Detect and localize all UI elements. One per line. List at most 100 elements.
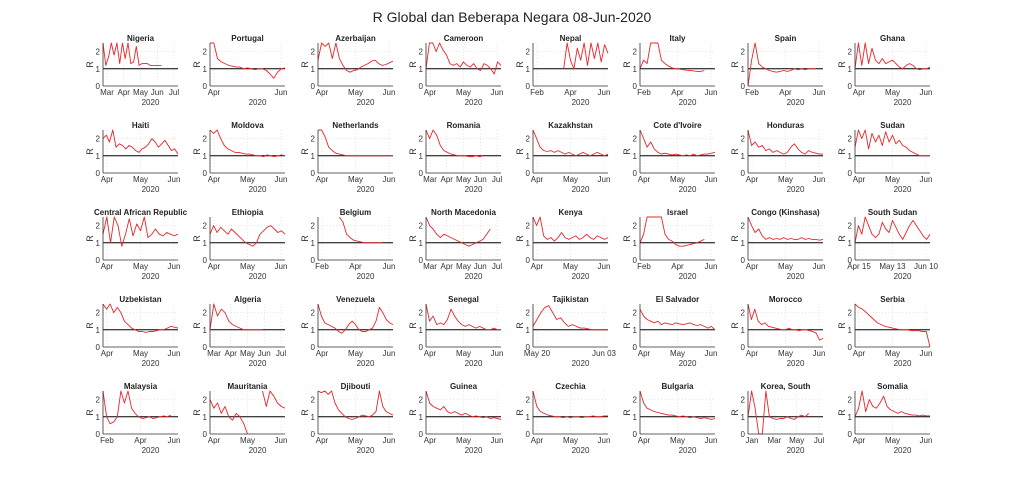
x-tick-label: Jun (151, 88, 164, 97)
y-axis-label: R (837, 409, 847, 416)
subplot-title: Nepal (560, 34, 582, 43)
y-tick-label: 1 (96, 239, 101, 248)
y-tick-label: 0 (419, 82, 424, 91)
y-axis-label: R (408, 61, 418, 68)
x-tick-label: May (348, 88, 363, 97)
x-tick-label: Apr (101, 175, 114, 184)
year-label: 2020 (465, 98, 483, 107)
x-tick-label: Apr (853, 349, 866, 358)
y-tick-label: 1 (741, 65, 746, 74)
y-tick-label: 2 (848, 135, 853, 144)
x-tick-label: Jun (705, 436, 718, 445)
subplot-title: Czechia (555, 382, 586, 391)
y-axis-label: R (622, 322, 632, 329)
subplot: 0 1 2 Apr May Jun 2020 R Kenya (515, 208, 610, 281)
y-tick-label: 2 (96, 222, 101, 231)
series-line (747, 216, 824, 241)
subplot-title: Nigeria (127, 34, 155, 43)
y-axis-label: R (730, 322, 740, 329)
x-tick-label: Jun (168, 436, 181, 445)
y-tick-label: 0 (633, 82, 638, 91)
subplot-title: Portugal (231, 34, 263, 43)
x-tick-label: Jun (920, 349, 933, 358)
x-tick-label: May (456, 88, 471, 97)
x-tick-label: Apr (671, 88, 684, 97)
x-tick-label: Jun (920, 436, 933, 445)
x-tick-label: Jul (492, 262, 502, 271)
year-label: 2020 (249, 272, 267, 281)
y-tick-label: 1 (848, 65, 853, 74)
subplot: 0 1 2 Apr May Jun 2020 R Netherlands (300, 121, 395, 194)
y-tick-label: 2 (741, 48, 746, 57)
x-tick-label: Apr (853, 175, 866, 184)
x-tick-label: Jul (276, 349, 286, 358)
year-label: 2020 (142, 446, 160, 455)
subplot-title: Tajikistan (552, 295, 588, 304)
y-axis-label: R (622, 148, 632, 155)
series-line (747, 390, 810, 435)
x-tick-label: Mar (100, 88, 114, 97)
x-tick-label: Jun (598, 88, 611, 97)
series-line (639, 42, 705, 72)
year-label: 2020 (572, 185, 590, 194)
y-axis-label: R (300, 322, 310, 329)
x-tick-label: Apr 15 (847, 262, 871, 271)
x-tick-label: Jun (920, 88, 933, 97)
series-line (318, 129, 393, 157)
year-label: 2020 (357, 98, 375, 107)
x-tick-label: May (133, 175, 148, 184)
y-tick-label: 0 (203, 256, 208, 265)
y-tick-label: 1 (203, 65, 208, 74)
subplot-title: El Salvador (656, 295, 700, 304)
y-tick-label: 1 (633, 413, 638, 422)
subplot: 0 1 2 Feb Apr Jun 2020 R Belgium (300, 208, 395, 281)
x-tick-label: May (778, 262, 793, 271)
subplot: 0 1 2 Apr May Jun 2020 R Serbia (837, 295, 932, 368)
subplot: 0 1 2 Apr May Jun 2020 R Azerbaijan (300, 34, 395, 107)
x-tick-label: Apr (531, 175, 544, 184)
x-tick-label: Apr (316, 349, 329, 358)
y-tick-label: 0 (96, 169, 101, 178)
subplot-title: Central African Republic (94, 208, 188, 217)
y-tick-label: 1 (419, 152, 424, 161)
y-tick-label: 1 (96, 326, 101, 335)
x-tick-label: Feb (530, 88, 544, 97)
subplot: 0 1 2 Apr May Jun 2020 R Czechia (515, 382, 610, 455)
x-tick-label: May (778, 349, 793, 358)
y-tick-label: 0 (848, 430, 853, 439)
y-axis-label: R (85, 409, 95, 416)
y-axis-label: R (837, 61, 847, 68)
y-tick-label: 0 (526, 343, 531, 352)
y-tick-label: 2 (741, 309, 746, 318)
y-tick-label: 0 (526, 169, 531, 178)
x-tick-label: Jun (491, 349, 504, 358)
year-label: 2020 (787, 446, 805, 455)
y-axis-label: R (730, 148, 740, 155)
y-tick-label: 0 (419, 430, 424, 439)
series-line (532, 216, 609, 242)
y-tick-label: 1 (311, 413, 316, 422)
y-tick-label: 2 (419, 48, 424, 57)
y-tick-label: 1 (96, 152, 101, 161)
x-tick-label: Jun (813, 175, 826, 184)
y-tick-label: 2 (203, 396, 208, 405)
y-tick-label: 1 (526, 413, 531, 422)
subplot: 0 1 2 Apr May Jun 2020 R Mauritania (192, 382, 287, 455)
y-tick-label: 1 (203, 239, 208, 248)
y-tick-label: 0 (633, 169, 638, 178)
y-tick-label: 2 (419, 396, 424, 405)
x-tick-label: Jun (275, 175, 288, 184)
subplot-title: Guinea (450, 382, 478, 391)
subplot: 0 1 2 Apr May Jun 2020 R Sudan (837, 121, 932, 194)
subplot-title: Israel (667, 208, 688, 217)
x-tick-label: Apr (208, 436, 221, 445)
x-tick-label: Jun (168, 175, 181, 184)
x-tick-label: Jun (705, 349, 718, 358)
x-tick-label: Feb (637, 262, 651, 271)
series-line (209, 303, 263, 331)
y-axis-label: R (192, 322, 202, 329)
y-tick-label: 2 (203, 309, 208, 318)
x-tick-label: May (456, 175, 471, 184)
x-tick-label: Jun (258, 349, 271, 358)
y-axis-label: R (85, 322, 95, 329)
